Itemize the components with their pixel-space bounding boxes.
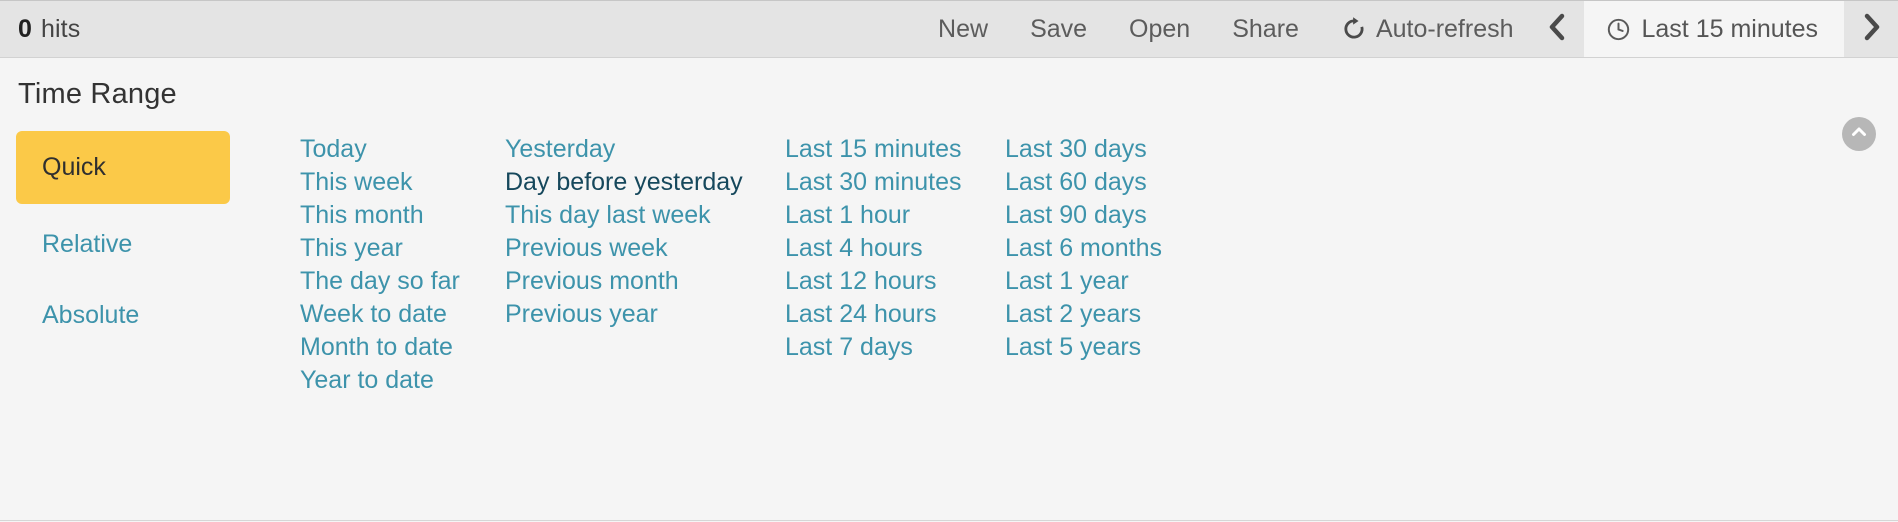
mode-tab-absolute[interactable]: Absolute <box>16 285 230 346</box>
quick-option-last-30-minutes[interactable]: Last 30 minutes <box>785 168 962 196</box>
quick-option-last-60-days[interactable]: Last 60 days <box>1005 168 1147 196</box>
share-button[interactable]: Share <box>1211 1 1320 57</box>
quick-range-columns: Today This week This month This year The… <box>300 131 1898 397</box>
quick-option-today[interactable]: Today <box>300 135 367 163</box>
quick-option-last-12-hours[interactable]: Last 12 hours <box>785 267 937 295</box>
quick-option-this-month[interactable]: This month <box>300 201 424 229</box>
chevron-up-icon <box>1849 122 1869 147</box>
open-button-label: Open <box>1129 14 1191 43</box>
toolbar-actions: New Save Open Share Auto-refresh <box>917 1 1898 57</box>
mode-tab-absolute-label: Absolute <box>42 301 140 329</box>
quick-range-column-1: Today This week This month This year The… <box>300 131 505 397</box>
mode-tab-quick-label: Quick <box>42 153 106 181</box>
quick-option-last-7-days[interactable]: Last 7 days <box>785 333 913 361</box>
auto-refresh-label: Auto-refresh <box>1375 14 1514 43</box>
quick-option-last-1-hour[interactable]: Last 1 hour <box>785 201 911 229</box>
clock-icon <box>1606 17 1631 42</box>
hits-counter: 0 hits <box>0 1 80 57</box>
open-button[interactable]: Open <box>1108 1 1211 57</box>
new-button-label: New <box>938 14 989 43</box>
toolbar-spacer <box>80 1 917 57</box>
collapse-panel-button[interactable] <box>1842 117 1876 151</box>
quick-option-last-2-years[interactable]: Last 2 years <box>1005 300 1142 328</box>
share-button-label: Share <box>1232 14 1299 43</box>
top-toolbar: 0 hits New Save Open Share <box>0 0 1898 58</box>
save-button[interactable]: Save <box>1009 1 1108 57</box>
time-next-button[interactable] <box>1844 1 1898 57</box>
panel-title: Time Range <box>18 78 177 110</box>
mode-tab-relative[interactable]: Relative <box>16 214 230 275</box>
chevron-left-icon <box>1546 12 1568 47</box>
refresh-icon <box>1341 16 1367 42</box>
quick-option-month-to-date[interactable]: Month to date <box>300 333 453 361</box>
quick-option-previous-week[interactable]: Previous week <box>505 234 668 262</box>
quick-option-week-to-date[interactable]: Week to date <box>300 300 447 328</box>
time-range-value: Last 15 minutes <box>1641 14 1819 43</box>
quick-option-last-24-hours[interactable]: Last 24 hours <box>785 300 937 328</box>
quick-option-previous-month[interactable]: Previous month <box>505 267 679 295</box>
panel-body: Quick Relative Absolute Today This week … <box>0 111 1898 397</box>
time-range-panel: Time Range Quick Relative Absolute <box>0 58 1898 521</box>
auto-refresh-button[interactable]: Auto-refresh <box>1320 1 1530 57</box>
save-button-label: Save <box>1030 14 1088 43</box>
quick-option-day-before-yesterday[interactable]: Day before yesterday <box>505 168 743 196</box>
chevron-right-icon <box>1860 12 1882 47</box>
quick-range-column-2: Yesterday Day before yesterday This day … <box>505 131 785 397</box>
time-prev-button[interactable] <box>1530 1 1584 57</box>
quick-option-last-6-months[interactable]: Last 6 months <box>1005 234 1163 262</box>
quick-option-last-15-minutes[interactable]: Last 15 minutes <box>785 135 962 163</box>
quick-option-last-4-hours[interactable]: Last 4 hours <box>785 234 923 262</box>
quick-option-last-5-years[interactable]: Last 5 years <box>1005 333 1142 361</box>
quick-option-last-1-year[interactable]: Last 1 year <box>1005 267 1129 295</box>
quick-range-column-3: Last 15 minutes Last 30 minutes Last 1 h… <box>785 131 1005 397</box>
mode-tabs: Quick Relative Absolute <box>0 131 300 397</box>
quick-option-year-to-date[interactable]: Year to date <box>300 366 434 394</box>
quick-option-this-week[interactable]: This week <box>300 168 413 196</box>
quick-option-last-30-days[interactable]: Last 30 days <box>1005 135 1147 163</box>
hits-label: hits <box>41 14 81 43</box>
quick-option-this-day-last-week[interactable]: This day last week <box>505 201 711 229</box>
quick-option-this-year[interactable]: This year <box>300 234 403 262</box>
quick-range-column-4: Last 30 days Last 60 days Last 90 days L… <box>1005 131 1265 397</box>
time-range-display[interactable]: Last 15 minutes <box>1583 1 1844 57</box>
hits-count: 0 <box>18 14 33 43</box>
quick-option-the-day-so-far[interactable]: The day so far <box>300 267 460 295</box>
quick-option-previous-year[interactable]: Previous year <box>505 300 658 328</box>
new-button[interactable]: New <box>917 1 1009 57</box>
quick-option-yesterday[interactable]: Yesterday <box>505 135 616 163</box>
quick-option-last-90-days[interactable]: Last 90 days <box>1005 201 1147 229</box>
mode-tab-quick[interactable]: Quick <box>16 131 230 204</box>
mode-tab-relative-label: Relative <box>42 230 133 258</box>
